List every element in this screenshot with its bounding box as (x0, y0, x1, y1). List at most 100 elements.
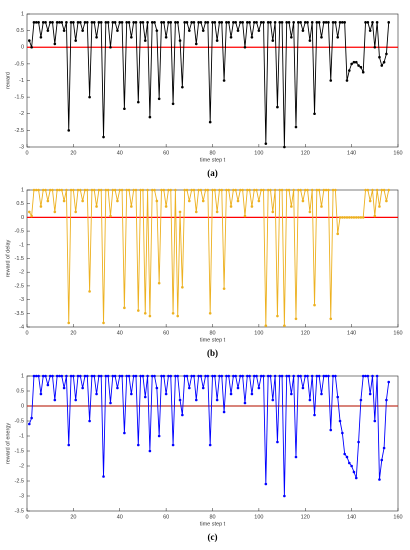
data-line (28, 375, 390, 497)
data-point (79, 188, 82, 192)
data-point (320, 205, 323, 208)
y-tick-label: -3 (19, 297, 24, 303)
data-point (292, 21, 295, 24)
data-point (79, 21, 82, 24)
data-point (354, 216, 358, 219)
data-point (162, 21, 166, 24)
data-point (303, 188, 307, 192)
data-point (160, 374, 163, 378)
data-point (248, 188, 251, 192)
data-point (102, 475, 105, 478)
data-point (245, 374, 249, 378)
data-point (72, 374, 75, 378)
data-point (185, 374, 189, 378)
data-point (150, 21, 154, 24)
y-tick-label: 0.5 (16, 201, 24, 207)
data-point (111, 188, 115, 192)
x-axis-label: time step t (200, 337, 226, 343)
data-point (178, 398, 182, 402)
data-point (171, 443, 175, 447)
data-point (120, 21, 124, 24)
data-point (137, 443, 140, 447)
data-point (271, 39, 275, 42)
data-point (123, 107, 126, 111)
data-point (183, 188, 186, 192)
data-point (320, 392, 323, 396)
data-point (287, 188, 291, 192)
y-tick-label: -4 (19, 324, 24, 330)
data-point (127, 374, 131, 378)
data-point (139, 21, 142, 24)
data-point (357, 440, 360, 444)
data-point (146, 374, 149, 378)
data-point (65, 374, 68, 378)
data-point (259, 21, 263, 24)
data-point (81, 29, 84, 32)
data-point (262, 21, 265, 24)
data-point (199, 21, 203, 24)
data-point (190, 21, 193, 24)
data-point (211, 21, 214, 24)
data-point (118, 21, 122, 24)
data-point (34, 374, 38, 378)
data-point (273, 21, 277, 24)
data-point (46, 29, 50, 32)
data-point (137, 309, 140, 312)
data-point (338, 21, 342, 24)
data-point (225, 374, 228, 378)
data-point (315, 21, 319, 24)
data-point (44, 188, 47, 192)
data-point (92, 21, 96, 24)
data-point (257, 29, 261, 32)
data-point (387, 380, 391, 384)
data-point (361, 216, 365, 219)
data-point (387, 21, 391, 24)
data-point (208, 312, 212, 315)
data-point (315, 374, 319, 378)
data-point (373, 419, 377, 423)
data-point (109, 214, 112, 218)
y-tick-label: 1 (21, 187, 24, 193)
data-point (95, 392, 98, 396)
data-point (143, 312, 147, 315)
data-point (264, 324, 268, 327)
data-point (266, 188, 270, 192)
data-point (176, 21, 180, 24)
data-point (183, 374, 186, 378)
data-point (232, 188, 235, 192)
data-point (178, 39, 182, 42)
data-point (28, 39, 31, 42)
data-point (387, 188, 391, 192)
data-point (137, 100, 140, 104)
data-point (141, 374, 145, 378)
data-point (329, 79, 333, 82)
data-point (160, 21, 163, 24)
data-point (125, 188, 129, 192)
data-point (123, 306, 126, 310)
data-point (188, 386, 191, 390)
data-point (269, 21, 272, 24)
data-point (354, 476, 358, 480)
data-point (227, 188, 231, 192)
data-point (283, 145, 286, 149)
data-point (306, 21, 309, 24)
data-point (294, 125, 298, 129)
data-point (336, 395, 340, 399)
data-point (113, 188, 117, 192)
data-point (150, 374, 154, 378)
data-point (375, 188, 379, 192)
data-point (280, 188, 284, 192)
data-point (120, 188, 124, 192)
data-point (69, 374, 73, 378)
data-line (28, 189, 390, 326)
data-point (208, 443, 212, 447)
data-point (371, 21, 374, 24)
data-point (220, 188, 224, 192)
data-point (232, 21, 235, 24)
x-tick-label: 20 (70, 514, 76, 520)
data-point (190, 188, 193, 192)
data-point (229, 205, 233, 208)
data-point (34, 21, 38, 24)
data-point (262, 374, 265, 378)
data-point (301, 386, 305, 390)
